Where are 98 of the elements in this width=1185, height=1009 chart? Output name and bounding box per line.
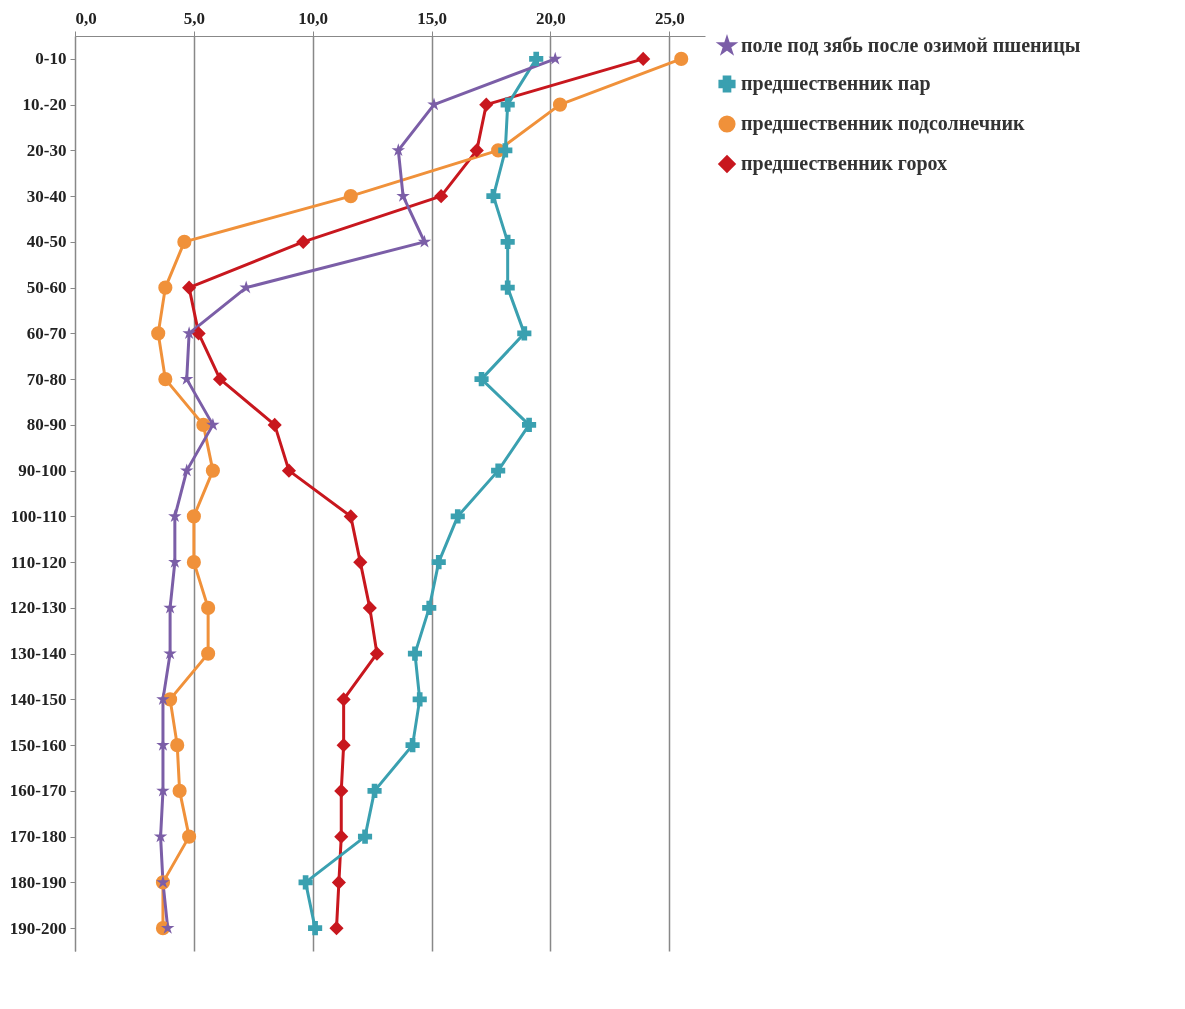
legend-label: поле под зябь после озимой пшеницы <box>741 34 1081 56</box>
x-tick-label: 0,0 <box>75 8 97 28</box>
point <box>329 921 344 936</box>
y-tick-label: 140-150 <box>9 689 67 709</box>
point <box>196 417 211 432</box>
point <box>498 143 513 158</box>
y-tick-label: 50-60 <box>26 278 67 298</box>
point <box>674 51 689 66</box>
point <box>434 189 449 204</box>
point <box>156 692 170 706</box>
point <box>172 783 187 798</box>
point <box>186 509 201 524</box>
point <box>205 463 220 478</box>
y-tick-label: 160-170 <box>9 781 67 801</box>
x-tick-label: 20,0 <box>536 8 566 28</box>
y-tick-label: 170-180 <box>9 827 67 847</box>
point <box>158 280 173 295</box>
point <box>367 783 382 798</box>
point <box>334 829 349 844</box>
y-tick-label: 90-100 <box>18 461 67 481</box>
point <box>405 738 420 753</box>
point <box>548 51 562 65</box>
point <box>517 326 532 341</box>
y-tick-label: 150-160 <box>9 735 67 755</box>
point <box>357 829 373 844</box>
point <box>343 189 358 204</box>
point <box>431 555 446 570</box>
y-tick-label: 130-140 <box>9 644 67 664</box>
y-tick-label: 80-90 <box>26 415 67 435</box>
point <box>336 692 351 707</box>
legend-label: предшественник пар <box>741 72 931 95</box>
y-tick-label: 110-120 <box>10 552 67 572</box>
point <box>186 555 201 570</box>
point <box>170 738 185 753</box>
point <box>427 97 441 111</box>
point <box>362 600 377 615</box>
point <box>201 600 216 615</box>
y-tick-label: 40-50 <box>26 232 67 252</box>
y-tick-label: 20-30 <box>26 140 67 160</box>
point <box>500 97 515 112</box>
point <box>636 51 651 66</box>
point <box>529 51 544 66</box>
point <box>469 143 484 158</box>
point <box>369 646 384 661</box>
point <box>422 600 437 615</box>
point <box>161 921 175 934</box>
point <box>206 417 220 431</box>
point <box>479 97 494 112</box>
y-tick-label: 120-130 <box>9 598 67 618</box>
point <box>201 646 216 661</box>
legend-label: предшественник подсолнечник <box>741 112 1025 135</box>
y-tick-label: 190-200 <box>9 918 67 938</box>
point <box>182 326 196 340</box>
point <box>331 875 346 890</box>
point <box>267 417 282 432</box>
point <box>296 234 311 249</box>
point <box>336 738 351 753</box>
point <box>182 280 197 295</box>
point <box>298 875 313 890</box>
point <box>407 646 423 661</box>
point <box>168 509 182 523</box>
point <box>486 189 501 204</box>
legend-label: предшественник горох <box>741 152 948 175</box>
y-tick-label: 60-70 <box>26 323 67 343</box>
point <box>474 372 489 387</box>
point <box>163 600 177 614</box>
point <box>491 463 506 478</box>
point <box>308 921 323 936</box>
point <box>353 555 368 570</box>
point <box>343 509 358 524</box>
x-tick-label: 15,0 <box>417 8 447 28</box>
point <box>182 829 197 844</box>
point <box>177 234 192 249</box>
point <box>281 463 297 478</box>
point <box>500 280 515 295</box>
point <box>180 463 194 477</box>
point <box>450 509 465 524</box>
point <box>552 97 568 112</box>
x-tick-label: 5,0 <box>183 8 205 28</box>
point <box>391 143 406 157</box>
point <box>500 234 515 249</box>
x-tick-label: 25,0 <box>654 8 685 28</box>
point <box>417 234 432 248</box>
point <box>191 326 206 341</box>
point <box>334 783 349 798</box>
y-tick-label: 0-10 <box>35 49 67 69</box>
y-tick-label: 100-110 <box>10 506 67 526</box>
point <box>212 372 228 387</box>
point <box>151 326 166 341</box>
y-tick-label: 70-80 <box>26 369 67 389</box>
x-tick-label: 10,0 <box>298 8 329 28</box>
y-tick-label: 180-190 <box>9 872 67 892</box>
point <box>522 417 537 432</box>
y-tick-label: 10.-20 <box>22 95 67 115</box>
point <box>412 692 427 707</box>
point <box>158 372 173 387</box>
point <box>239 280 253 294</box>
y-tick-label: 30-40 <box>26 186 67 206</box>
